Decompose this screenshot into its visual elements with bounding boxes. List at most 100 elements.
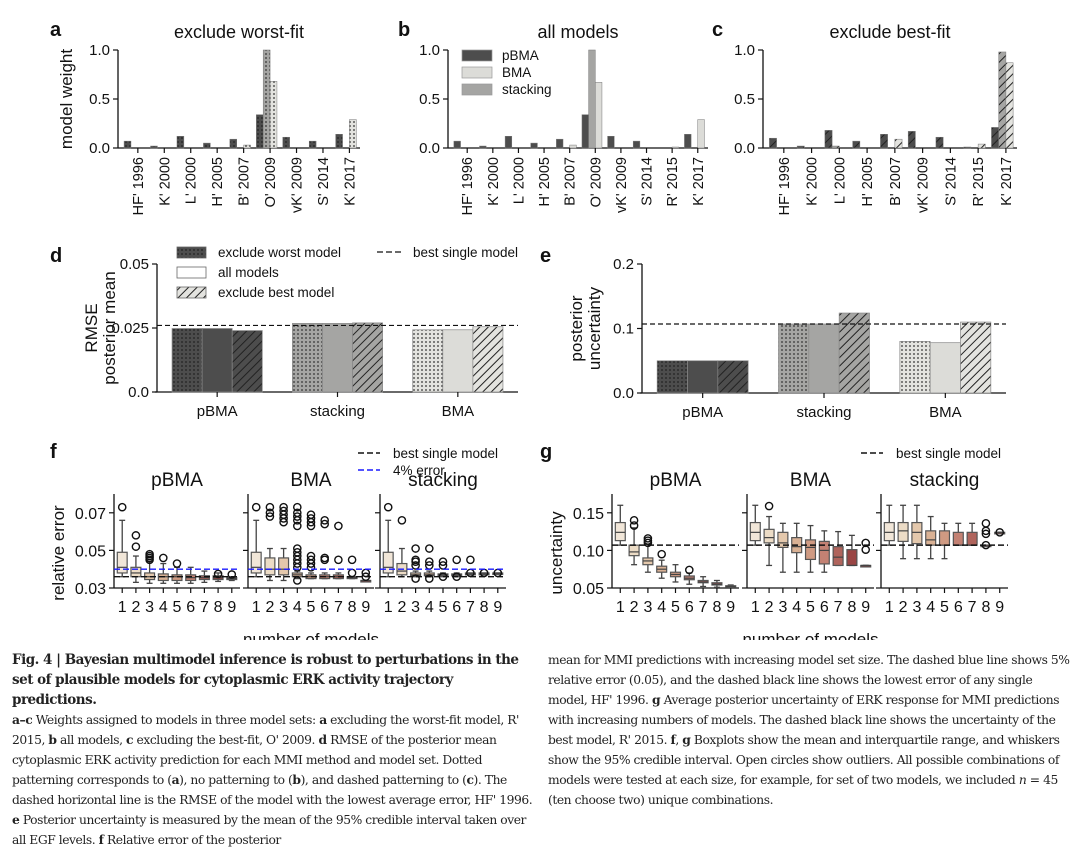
- outlier: [293, 521, 302, 531]
- x-tick-label: stacking: [796, 404, 851, 421]
- outlier: [306, 551, 316, 561]
- legend-label: exclude best model: [218, 285, 334, 300]
- caption-text: Average posterior uncertainty of ERK res…: [548, 693, 1060, 747]
- y-tick-label: 1.0: [89, 42, 110, 59]
- caption-bold-ref: f: [670, 732, 676, 747]
- x-tick-label: O' 2009: [263, 157, 279, 207]
- x-tick-label: H' 2005: [537, 157, 553, 207]
- outlier: [383, 502, 393, 512]
- bar-exclude-best-model: [231, 330, 263, 393]
- x-tick-label: B' 2007: [563, 157, 579, 206]
- bar-pbma: [479, 145, 487, 149]
- legend-swatch: [461, 83, 493, 96]
- bar-bma: [569, 144, 577, 149]
- bar-pbma: [335, 134, 343, 149]
- panel-a-weights-exclude-worst: exclude worst-fit model weight 0.0 0.5 1.0 HF…: [57, 22, 360, 215]
- x-tick-label: 1: [252, 599, 261, 616]
- outlier: [293, 512, 302, 521]
- bar-stacking: [831, 145, 840, 149]
- outlier: [293, 502, 302, 512]
- box: [925, 530, 937, 546]
- facet-pbma: pBMA 0.03 0.05 0.07 1 2 3 4 5 6 7 8 9: [75, 470, 240, 616]
- figure-4: a b c d e f g exclude worst-fit model wei…: [49, 19, 1017, 640]
- y-tick-label: 0.5: [734, 91, 755, 108]
- box: [614, 521, 626, 542]
- bar-pbma: [796, 145, 805, 149]
- panel-label-d: d: [50, 245, 62, 267]
- caption-left-column: Fig. 4 | Bayesian multimodel inference i…: [12, 650, 534, 850]
- bar-pbma: [632, 140, 641, 149]
- panel-g-uncertainty-boxplots: uncertainty number of models pBMA 0.05 0.10 0…: [547, 446, 1008, 640]
- bar-bma: [269, 81, 278, 149]
- caption-title: Fig. 4 | Bayesian multimodel inference i…: [12, 652, 519, 708]
- bar-pbma: [504, 135, 513, 149]
- bar-all-models: [929, 342, 961, 394]
- caption-text: ). The dashed horizontal line is the RMS…: [12, 773, 533, 807]
- x-tick-label: H' 2005: [210, 157, 226, 207]
- x-tick-label: 4: [926, 599, 935, 616]
- chart-title: all models: [537, 22, 618, 42]
- bar-all-models: [442, 329, 474, 393]
- bar-pbma: [308, 140, 317, 149]
- panel-label-e: e: [540, 245, 551, 267]
- y-tick-label: 0.0: [128, 384, 149, 401]
- y-axis-label: relative error: [49, 505, 68, 601]
- bar-exclude-best-model: [838, 312, 870, 394]
- facet-bma: BMA 1 2 3 4 5 6 7 8 9: [742, 470, 874, 616]
- caption-text: RMSE of the posterior mean cytoplasmic E…: [12, 733, 497, 787]
- panel-label-c: c: [712, 19, 723, 41]
- x-tick-label: pBMA: [682, 404, 723, 421]
- x-tick-label: 4: [293, 599, 302, 616]
- x-axis-label: number of models: [243, 630, 379, 640]
- x-tick-label: K' 2017: [342, 157, 358, 206]
- outlier: [279, 502, 288, 512]
- chart-title: exclude best-fit: [829, 22, 950, 42]
- outlier: [643, 534, 653, 543]
- bar-pbma: [123, 140, 132, 149]
- box: [897, 521, 909, 542]
- x-tick-label: H' 2005: [860, 157, 876, 207]
- bar-stacking: [262, 49, 271, 149]
- outlier: [251, 502, 261, 512]
- bar-bma: [977, 143, 986, 149]
- outlier: [320, 519, 329, 529]
- panel-e-uncertainty: posterior uncertainty 0.0 0.1 0.2 pBMA stackin…: [567, 256, 1006, 421]
- y-tick-label: 0.5: [89, 91, 110, 108]
- legend-label: exclude worst model: [218, 245, 341, 260]
- bar-exclude-worst-model: [778, 323, 810, 394]
- box: [911, 521, 923, 545]
- outlier: [334, 555, 343, 565]
- bar-all-models: [808, 323, 840, 394]
- caption-bold-ref: g: [682, 732, 691, 747]
- panel-c-weights-exclude-best: exclude best-fit 0.0 0.5 1.0 HF' 1996 K' 2000…: [734, 22, 1017, 215]
- caption-text: excluding the worst-fit model, R' 2015,: [12, 713, 519, 747]
- caption-bold-ref: g: [651, 692, 661, 707]
- caption-right-body: mean for MMI predictions with increasing…: [548, 650, 1070, 810]
- caption-left-body: a–c Weights assigned to models in three …: [12, 710, 534, 850]
- x-tick-label: 7: [466, 599, 475, 616]
- box: [938, 530, 951, 546]
- x-tick-label: 9: [726, 599, 735, 616]
- caption-bold-ref: d: [318, 732, 327, 747]
- x-tick-label: 8: [712, 599, 721, 616]
- panel-label-g: g: [540, 441, 552, 463]
- x-tick-label: 9: [493, 599, 502, 616]
- panel-label-f: f: [50, 441, 57, 463]
- box: [832, 546, 844, 567]
- bar-exclude-best-model: [472, 326, 504, 393]
- bar-pbma: [852, 140, 861, 149]
- x-tick-label: K' 2017: [999, 157, 1015, 206]
- legend-label: all models: [218, 265, 279, 280]
- x-tick-label: K' 2000: [157, 157, 173, 206]
- x-tick-label: stacking: [310, 403, 365, 420]
- bar-all-models: [322, 323, 353, 393]
- outlier: [306, 555, 316, 565]
- bar-pbma: [907, 131, 916, 149]
- outlier: [320, 516, 329, 525]
- panel-d-rmse: RMSE posterior mean 0.0 0.025 0.05 pBMA stacki…: [82, 245, 518, 420]
- x-tick-label: 9: [995, 599, 1004, 616]
- x-tick-label: 8: [214, 599, 223, 616]
- x-tick-label: 1: [885, 599, 894, 616]
- x-tick-label: 8: [847, 599, 856, 616]
- legend-label: best single model: [393, 446, 498, 461]
